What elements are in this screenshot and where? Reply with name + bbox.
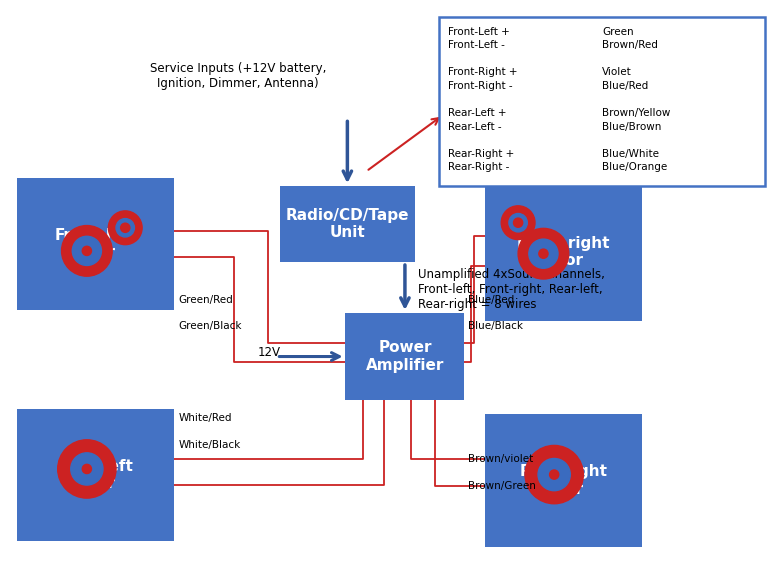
Text: Green: Green — [602, 27, 633, 37]
Ellipse shape — [539, 249, 548, 258]
FancyBboxPatch shape — [439, 17, 765, 186]
Ellipse shape — [121, 223, 130, 232]
Ellipse shape — [108, 211, 142, 244]
Ellipse shape — [525, 446, 583, 504]
Ellipse shape — [82, 246, 92, 255]
Text: Front-right
door: Front-right door — [517, 236, 611, 269]
Ellipse shape — [72, 236, 102, 266]
Ellipse shape — [529, 239, 558, 269]
Text: Brown/violet: Brown/violet — [468, 454, 533, 465]
FancyBboxPatch shape — [280, 186, 414, 262]
Ellipse shape — [70, 453, 103, 485]
Ellipse shape — [518, 228, 568, 279]
Text: Blue/Black: Blue/Black — [468, 321, 523, 331]
Text: Blue/Red: Blue/Red — [468, 295, 514, 305]
Text: Blue/Brown: Blue/Brown — [602, 121, 662, 132]
Text: 12V: 12V — [258, 346, 280, 359]
Text: White/Red: White/Red — [179, 413, 232, 423]
Text: Rear-Left +: Rear-Left + — [449, 108, 507, 118]
Text: Rear-right
door: Rear-right door — [520, 464, 608, 497]
Ellipse shape — [538, 458, 570, 490]
FancyBboxPatch shape — [17, 409, 175, 541]
Text: Power
Amplifier: Power Amplifier — [366, 340, 444, 373]
Text: White/Black: White/Black — [179, 440, 240, 450]
Ellipse shape — [62, 225, 112, 276]
Text: Front-left
door: Front-left door — [55, 228, 136, 260]
Text: Green/Black: Green/Black — [179, 321, 242, 331]
FancyBboxPatch shape — [345, 313, 464, 400]
Text: Rear-Right -: Rear-Right - — [449, 162, 510, 172]
Text: Front-Left -: Front-Left - — [449, 40, 505, 51]
Ellipse shape — [58, 440, 116, 498]
Text: Brown/Yellow: Brown/Yellow — [602, 108, 670, 118]
Text: Blue/Red: Blue/Red — [602, 81, 648, 91]
FancyBboxPatch shape — [485, 183, 642, 321]
Text: Brown/Green: Brown/Green — [468, 481, 536, 491]
Ellipse shape — [509, 213, 527, 232]
Ellipse shape — [116, 218, 135, 237]
Text: Violet: Violet — [602, 67, 632, 78]
Text: Rear-left
door: Rear-left door — [58, 459, 134, 491]
FancyBboxPatch shape — [17, 178, 175, 310]
Ellipse shape — [550, 470, 559, 479]
Text: Service Inputs (+12V battery,
Ignition, Dimmer, Antenna): Service Inputs (+12V battery, Ignition, … — [150, 62, 327, 90]
Text: Brown/Red: Brown/Red — [602, 40, 658, 51]
Text: Front-Right -: Front-Right - — [449, 81, 513, 91]
FancyBboxPatch shape — [485, 414, 642, 547]
Ellipse shape — [514, 218, 523, 227]
Ellipse shape — [501, 206, 535, 240]
Text: Unamplified 4xSound channels,
Front-left, Front-right, Rear-left,
Rear-right = 8: Unamplified 4xSound channels, Front-left… — [418, 268, 605, 310]
Text: Rear-Right +: Rear-Right + — [449, 148, 514, 159]
Text: Front-Right +: Front-Right + — [449, 67, 518, 78]
Text: Rear-Left -: Rear-Left - — [449, 121, 502, 132]
Text: Green/Red: Green/Red — [179, 295, 233, 305]
Ellipse shape — [82, 465, 92, 474]
Text: Front-Left +: Front-Left + — [449, 27, 510, 37]
Text: Blue/White: Blue/White — [602, 148, 659, 159]
Text: Blue/Orange: Blue/Orange — [602, 162, 667, 172]
Text: Radio/CD/Tape
Unit: Radio/CD/Tape Unit — [286, 208, 410, 240]
